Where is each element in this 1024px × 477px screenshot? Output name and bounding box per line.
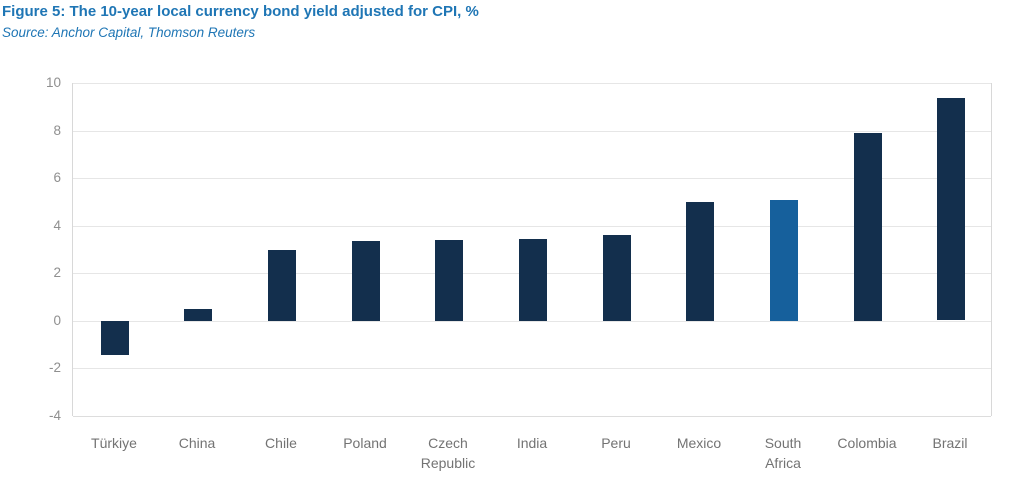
bar-brazil <box>937 98 965 320</box>
x-axis-category-label: South Africa <box>764 435 802 471</box>
y-axis-tick-label: 10 <box>45 75 61 90</box>
bar-south-africa <box>770 200 798 321</box>
bar-india <box>519 239 547 321</box>
chart-title: Figure 5: The 10-year local currency bon… <box>2 3 479 20</box>
y-axis-tick-label: 6 <box>53 170 61 185</box>
y-axis-tick-label: 4 <box>53 218 61 233</box>
bar-czech-republic <box>435 240 463 321</box>
bar-peru <box>603 235 631 321</box>
chart-source: Source: Anchor Capital, Thomson Reuters <box>2 25 256 40</box>
y-axis-tick-label: 8 <box>53 123 61 138</box>
x-axis-category-label: China <box>178 435 216 451</box>
x-axis-category-label: Chile <box>265 435 297 451</box>
bar-china <box>184 309 212 321</box>
y-axis-tick-label: -4 <box>48 408 61 423</box>
gridline-y-6 <box>73 178 991 179</box>
bar-poland <box>352 241 380 321</box>
plot-area <box>72 83 992 417</box>
bar-chile <box>268 250 296 321</box>
x-axis-category-label: Türkiye <box>91 435 137 451</box>
x-axis-category-label: Mexico <box>676 435 722 451</box>
gridline-y-8 <box>73 131 991 132</box>
bar-colombia <box>854 133 882 321</box>
x-axis-category-label: Colombia <box>837 435 897 451</box>
x-axis-category-label: Poland <box>343 435 387 451</box>
gridline-y-10 <box>73 83 991 84</box>
y-axis-tick-label: -2 <box>48 360 61 375</box>
x-axis-category-label: Czech Republic <box>420 435 476 471</box>
gridline-y-4 <box>73 226 991 227</box>
gridline-y-0 <box>73 321 991 322</box>
y-axis-tick-label: 0 <box>53 313 61 328</box>
y-axis-tick-label: 2 <box>53 265 61 280</box>
bar-mexico <box>686 202 714 321</box>
x-axis-category-label: Peru <box>601 435 631 451</box>
gridline-y--2 <box>73 368 991 369</box>
x-axis-category-label: Brazil <box>932 435 968 451</box>
gridline-y--4 <box>73 416 991 417</box>
bar-türkiye <box>101 321 129 355</box>
x-axis-category-label: India <box>516 435 548 451</box>
